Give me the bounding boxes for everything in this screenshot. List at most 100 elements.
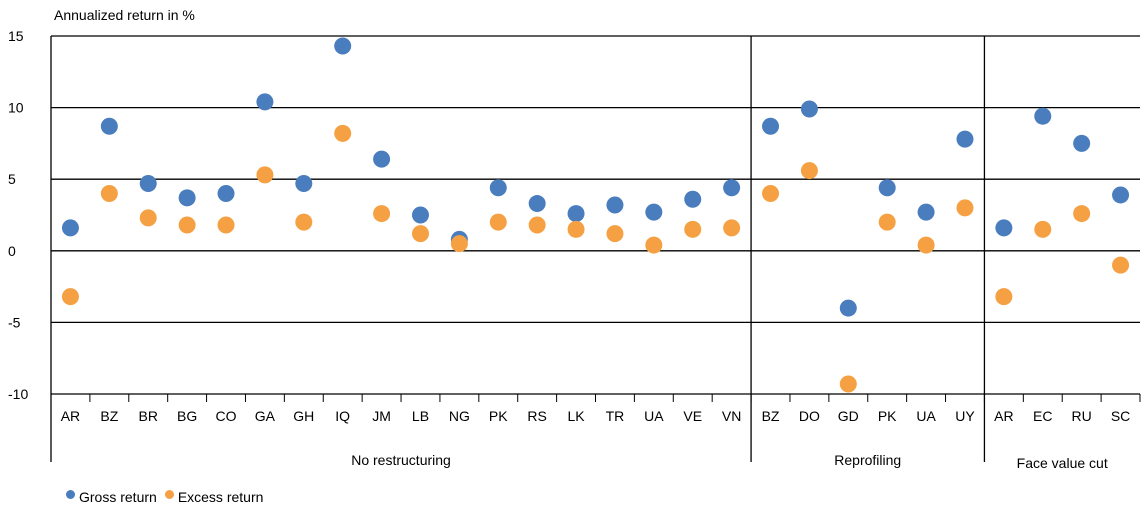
point-excess xyxy=(334,124,352,142)
point-excess xyxy=(450,235,468,253)
point-excess xyxy=(606,225,624,243)
point-excess xyxy=(139,209,157,227)
axes xyxy=(50,36,1141,462)
x-category-label: DO xyxy=(799,408,820,424)
point-excess xyxy=(917,236,935,254)
point-gross xyxy=(645,203,663,221)
point-gross xyxy=(723,179,741,197)
x-category-label: CO xyxy=(216,408,237,424)
x-category-label: GA xyxy=(255,408,276,424)
x-category-label: UA xyxy=(644,408,664,424)
gridlines xyxy=(51,35,1140,395)
y-tick-label: 10 xyxy=(8,100,24,116)
point-excess xyxy=(100,185,118,203)
legend-label-excess: Excess return xyxy=(177,489,264,505)
y-tick-labels: 15 10 5 0 -5 -10 xyxy=(8,28,28,402)
x-category-label: BG xyxy=(177,408,197,424)
y-axis-title: Annualized return in % xyxy=(54,7,195,23)
group-label: No restructuring xyxy=(351,452,451,468)
point-gross xyxy=(334,37,352,55)
point-gross xyxy=(1112,186,1130,204)
x-category-label: TR xyxy=(606,408,625,424)
point-gross xyxy=(606,196,624,214)
point-excess xyxy=(995,288,1013,306)
point-gross xyxy=(567,205,585,223)
x-category-label: AR xyxy=(994,408,1013,424)
point-gross xyxy=(61,219,79,237)
point-excess xyxy=(295,213,313,231)
x-category-label: VN xyxy=(722,408,741,424)
x-category-label: LB xyxy=(412,408,429,424)
point-excess xyxy=(178,216,196,234)
x-category-label: EC xyxy=(1033,408,1052,424)
point-excess xyxy=(61,288,79,306)
x-category-label: AR xyxy=(61,408,80,424)
legend-item-gross: Gross return xyxy=(66,489,157,505)
point-excess xyxy=(956,199,974,217)
x-category-label: GH xyxy=(293,408,314,424)
x-category-label: BZ xyxy=(762,408,780,424)
x-category-label: RU xyxy=(1072,408,1092,424)
point-excess xyxy=(723,219,741,237)
point-gross xyxy=(956,130,974,148)
x-category-label: LK xyxy=(567,408,585,424)
point-gross xyxy=(489,179,507,197)
x-category-label: BR xyxy=(139,408,158,424)
x-category-label: PK xyxy=(878,408,897,424)
point-gross xyxy=(256,93,274,111)
point-excess xyxy=(1112,256,1130,274)
legend-marker-excess xyxy=(164,489,174,499)
x-category-label: GD xyxy=(838,408,859,424)
point-excess xyxy=(839,375,857,393)
point-excess xyxy=(217,216,235,234)
point-gross xyxy=(684,190,702,208)
point-excess xyxy=(373,205,391,223)
point-excess xyxy=(256,166,274,184)
legend-label-gross: Gross return xyxy=(79,489,157,505)
x-category-label: BZ xyxy=(100,408,118,424)
point-gross xyxy=(411,206,429,224)
y-tick-label: 15 xyxy=(8,28,24,44)
point-gross xyxy=(139,174,157,192)
point-gross xyxy=(373,150,391,168)
x-category-label: JM xyxy=(372,408,391,424)
point-gross xyxy=(762,117,780,135)
point-gross xyxy=(878,179,896,197)
point-gross xyxy=(528,195,546,213)
x-category-label: UA xyxy=(916,408,936,424)
x-category-label: VE xyxy=(683,408,702,424)
point-gross xyxy=(178,189,196,207)
group-label: Face value cut xyxy=(1017,455,1108,471)
point-gross xyxy=(917,203,935,221)
point-gross xyxy=(1073,134,1091,152)
group-labels: No restructuring Reprofiling Face value cu… xyxy=(351,452,1108,471)
point-gross xyxy=(1034,107,1052,125)
point-gross xyxy=(100,117,118,135)
x-category-label: PK xyxy=(489,408,508,424)
point-excess xyxy=(411,225,429,243)
point-excess xyxy=(684,220,702,238)
point-excess xyxy=(878,213,896,231)
x-category-label: NG xyxy=(449,408,470,424)
point-excess xyxy=(800,162,818,180)
point-gross xyxy=(995,219,1013,237)
point-excess xyxy=(1034,220,1052,238)
point-gross xyxy=(295,174,313,192)
y-tick-label: 5 xyxy=(8,171,16,187)
group-label: Reprofiling xyxy=(834,452,901,468)
legend: Gross return Excess return xyxy=(66,489,271,505)
point-excess xyxy=(1073,205,1091,223)
x-category-labels: AR BZ BR BG CO GA GH IQ JM LB NG PK RS LK TR UA VE VN BZ DO… xyxy=(61,408,1131,424)
legend-marker-gross xyxy=(66,489,75,499)
legend-item-excess: Excess return xyxy=(164,489,264,505)
x-category-label: RS xyxy=(527,408,546,424)
data-points xyxy=(61,37,1130,393)
x-category-label: UY xyxy=(955,408,975,424)
point-excess xyxy=(528,216,546,234)
point-excess xyxy=(762,185,780,203)
point-gross xyxy=(839,299,857,317)
point-excess xyxy=(567,220,585,238)
y-tick-label: 0 xyxy=(8,243,16,259)
y-tick-label: -5 xyxy=(8,314,21,330)
